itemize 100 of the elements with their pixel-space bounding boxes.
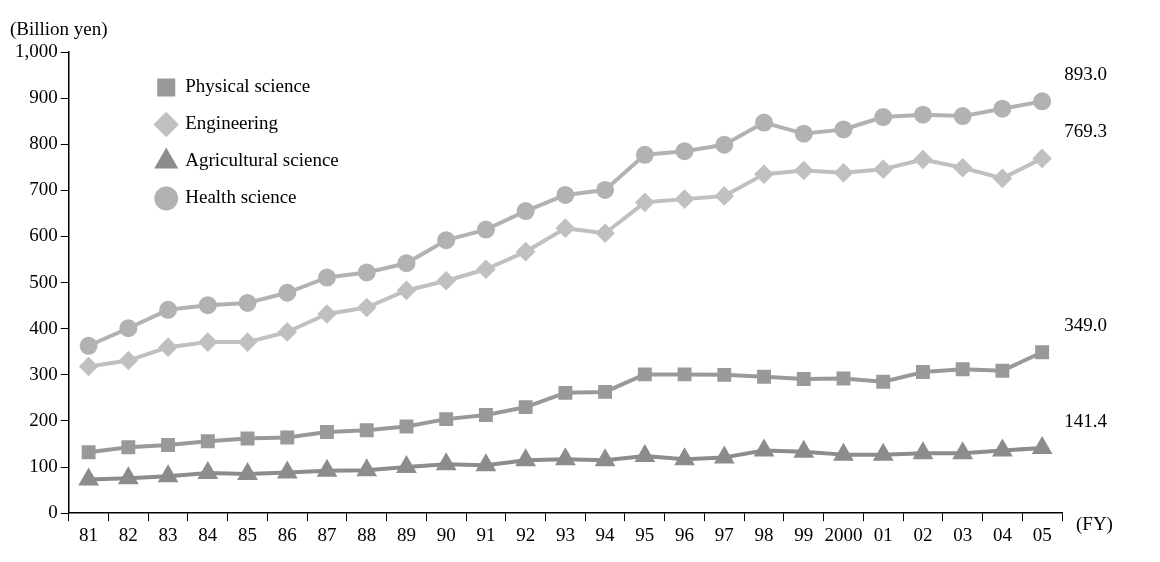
point — [598, 384, 613, 399]
point — [1033, 437, 1052, 454]
point — [755, 165, 774, 184]
y-tick-label: 800 — [29, 132, 58, 154]
point — [635, 193, 654, 212]
x-tick-label: 87 — [317, 523, 337, 545]
point — [476, 220, 495, 239]
x-tick-label: 88 — [357, 523, 377, 545]
point — [280, 430, 295, 445]
point — [119, 319, 138, 338]
point — [993, 99, 1012, 118]
point — [635, 145, 654, 164]
point — [755, 113, 774, 132]
point — [914, 443, 932, 460]
point — [397, 254, 416, 273]
x-tick-label: 04 — [992, 523, 1013, 545]
point — [238, 464, 257, 480]
point — [876, 374, 891, 389]
y-tick-label: 600 — [29, 224, 58, 246]
point — [955, 362, 970, 377]
legend-label: Physical science — [185, 75, 311, 97]
x-tick-label: 97 — [714, 523, 734, 545]
x-axis-title: (FY) — [1076, 513, 1113, 536]
point — [675, 190, 694, 209]
point — [238, 293, 257, 312]
point — [794, 124, 813, 143]
point — [161, 437, 176, 452]
point — [755, 440, 773, 457]
point — [399, 419, 414, 434]
point — [913, 150, 932, 169]
point — [715, 186, 734, 205]
x-tick-label: 93 — [555, 523, 575, 545]
data-label: 141.4 — [1064, 409, 1108, 431]
data-label: 349.0 — [1064, 314, 1107, 336]
point — [119, 468, 138, 485]
point — [121, 440, 136, 455]
x-tick-label: 98 — [754, 523, 774, 545]
y-tick-label: 1,000 — [15, 39, 58, 61]
point — [278, 283, 297, 302]
point — [476, 260, 495, 279]
point — [953, 107, 972, 126]
point — [913, 105, 932, 124]
x-tick-label: 03 — [953, 523, 973, 545]
point — [1035, 345, 1050, 360]
x-tick-label: 92 — [516, 523, 536, 545]
point — [717, 367, 732, 382]
point — [318, 268, 336, 287]
x-tick-label: 05 — [1032, 523, 1052, 545]
x-tick-label: 91 — [476, 523, 496, 545]
legend-label: Agricultural science — [185, 149, 339, 171]
point — [198, 296, 217, 315]
point — [238, 333, 257, 352]
point — [159, 466, 177, 483]
point — [159, 338, 178, 357]
point — [318, 304, 336, 323]
x-tick-label: 94 — [595, 523, 616, 545]
point — [556, 185, 575, 204]
y-tick-label: 300 — [29, 362, 58, 384]
point — [757, 369, 771, 384]
point — [834, 444, 853, 461]
point — [397, 457, 416, 474]
point — [79, 357, 98, 376]
point — [198, 333, 217, 352]
x-tick-label: 89 — [396, 523, 416, 545]
point — [1033, 92, 1052, 111]
y-axis-title: (Billion yen) — [10, 18, 108, 41]
point — [836, 371, 851, 386]
point — [1033, 149, 1052, 168]
x-tick-label: 81 — [79, 523, 99, 545]
point — [320, 425, 334, 439]
x-tick-label: 96 — [675, 523, 695, 545]
point — [78, 467, 99, 486]
point — [596, 180, 615, 199]
x-tick-label: 86 — [277, 523, 297, 545]
point — [516, 202, 535, 221]
point — [596, 224, 615, 243]
x-tick-label: 01 — [873, 523, 893, 545]
legend-label: Engineering — [185, 112, 279, 134]
point — [359, 423, 374, 438]
y-tick-label: 700 — [29, 178, 58, 200]
point — [79, 336, 98, 355]
point — [834, 163, 853, 182]
point — [874, 160, 893, 179]
point — [675, 449, 694, 466]
point — [318, 460, 336, 477]
point — [437, 454, 456, 471]
point — [953, 158, 972, 177]
point — [715, 447, 734, 464]
y-tick-label: 900 — [29, 86, 58, 108]
x-tick-label: 84 — [198, 523, 218, 545]
point — [439, 412, 454, 427]
x-tick-label: 82 — [118, 523, 138, 545]
x-tick-label: 02 — [913, 523, 933, 545]
point — [596, 450, 615, 467]
point — [874, 444, 893, 461]
point — [357, 460, 376, 477]
point — [794, 161, 813, 180]
point — [637, 367, 652, 382]
point — [357, 263, 376, 282]
x-tick-label: 90 — [436, 523, 456, 545]
